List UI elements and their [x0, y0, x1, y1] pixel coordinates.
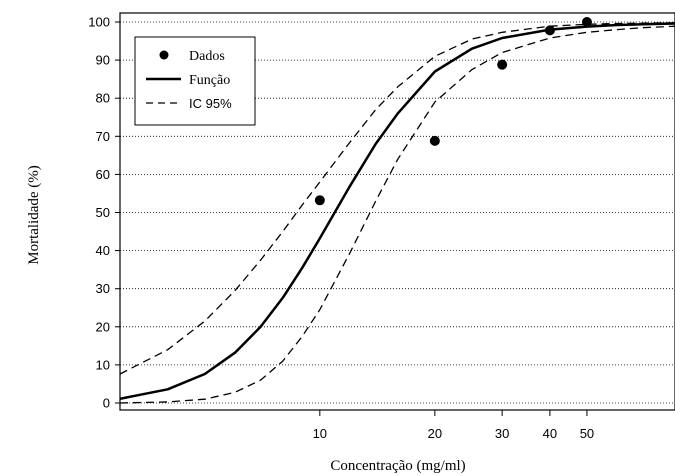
y-tick-label-80: 80 — [96, 91, 110, 106]
series-layer — [119, 17, 675, 404]
plot-frame — [119, 12, 675, 411]
legend-label-funcao: Função — [189, 73, 230, 88]
y-tick-label-40: 40 — [96, 243, 110, 258]
y-tick-label-0: 0 — [103, 396, 110, 411]
y-tick-label-20: 20 — [96, 319, 110, 334]
data-point-10 — [314, 195, 325, 206]
y-tick-label-30: 30 — [96, 281, 110, 296]
legend-label-dados: Dados — [189, 49, 225, 64]
x-tick-label-40: 40 — [543, 426, 557, 441]
y-tick-label-10: 10 — [96, 357, 110, 372]
y-tick-label-60: 60 — [96, 167, 110, 182]
y-tick-label-70: 70 — [96, 129, 110, 144]
legend-marker-dados — [159, 50, 169, 60]
axes: 0 10 20 30 40 50 60 70 80 90 100 10 20 30 40 50 — [88, 15, 594, 442]
data-point-20 — [429, 135, 440, 146]
legend: Dados Função IC 95% — [134, 36, 256, 126]
x-tick-label-30: 30 — [495, 426, 509, 441]
y-tick-label-50: 50 — [96, 205, 110, 220]
y-axis-title: Mortalidade (%) — [26, 165, 42, 265]
x-tick-label-10: 10 — [313, 426, 327, 441]
legend-label-ic: IC 95% — [189, 96, 232, 111]
x-tick-label-50: 50 — [580, 426, 594, 441]
ci-curve-upper — [119, 22, 675, 375]
fitted-curve — [119, 22, 675, 401]
legend-box — [134, 36, 256, 126]
y-tick-label-90: 90 — [96, 53, 110, 68]
x-axis-title: Concentração (mg/ml) — [330, 458, 465, 474]
x-tick-label-20: 20 — [428, 426, 442, 441]
data-point-30 — [497, 59, 508, 70]
y-tick-label-100: 100 — [88, 15, 110, 30]
